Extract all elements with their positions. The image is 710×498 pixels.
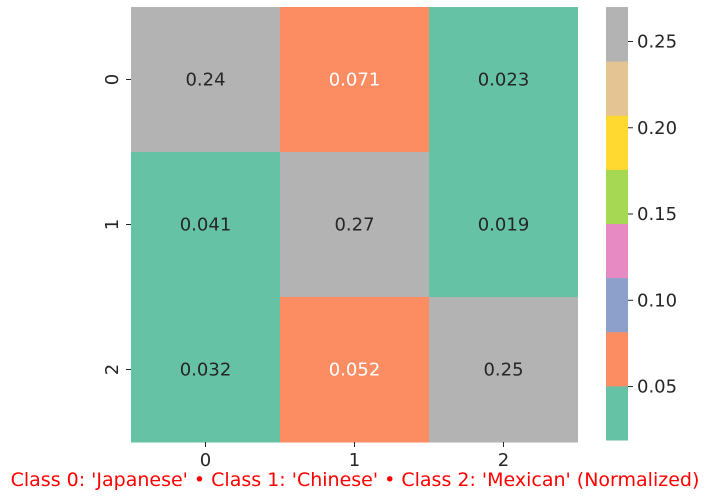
- colorbar-tick-label: 0.20: [637, 118, 677, 139]
- colorbar-segment: [606, 223, 628, 279]
- heatmap-cell: [280, 152, 429, 298]
- colorbar-tick-label: 0.25: [637, 32, 677, 53]
- heatmap-cells: [131, 7, 578, 443]
- chart-caption: Class 0: 'Japanese' • Class 1: 'Chinese'…: [11, 469, 700, 491]
- colorbar-segment: [606, 277, 628, 333]
- cell-value-label: 0.052: [329, 360, 381, 381]
- heatmap-cell: [131, 297, 280, 443]
- heatmap-cell: [131, 7, 280, 153]
- y-tick-label: 0: [102, 74, 123, 85]
- heatmap-cell: [429, 152, 578, 298]
- colorbar-segment: [606, 169, 628, 224]
- colorbar-segment: [606, 7, 628, 62]
- x-tick-label: 1: [349, 450, 360, 471]
- colorbar-segment: [606, 331, 628, 387]
- colorbar-tick-label: 0.10: [637, 290, 677, 311]
- heatmap-cell: [280, 297, 429, 443]
- cell-value-label: 0.041: [180, 215, 232, 236]
- heatmap-cell: [429, 7, 578, 153]
- cell-value-label: 0.25: [483, 360, 523, 381]
- colorbar-segment: [606, 115, 628, 170]
- x-tick-label: 0: [200, 450, 211, 471]
- cell-value-label: 0.032: [180, 360, 232, 381]
- colorbar-segment: [606, 385, 628, 441]
- x-axis: 0 1 2: [200, 442, 509, 471]
- y-tick-label: 2: [102, 364, 123, 375]
- heatmap-annotations: 0.24 0.071 0.023 0.041 0.27 0.019 0.032 0.052 0.…: [180, 70, 530, 381]
- cell-value-label: 0.24: [185, 70, 225, 91]
- x-tick-label: 2: [498, 450, 509, 471]
- heatmap-cell: [280, 7, 429, 153]
- heatmap-cell: [131, 152, 280, 298]
- cell-value-label: 0.071: [329, 70, 381, 91]
- y-axis: 0 1 2: [102, 74, 131, 375]
- heatmap-cell: [429, 297, 578, 443]
- cell-value-label: 0.27: [334, 215, 374, 236]
- colorbar-tick-label: 0.05: [637, 377, 677, 398]
- colorbar-segment: [606, 61, 628, 116]
- colorbar: 0.05 0.10 0.15 0.20 0.25: [606, 7, 677, 441]
- cell-value-label: 0.023: [478, 70, 530, 91]
- colorbar-tick-label: 0.15: [637, 204, 677, 225]
- y-tick-label: 1: [102, 219, 123, 230]
- cell-value-label: 0.019: [478, 215, 530, 236]
